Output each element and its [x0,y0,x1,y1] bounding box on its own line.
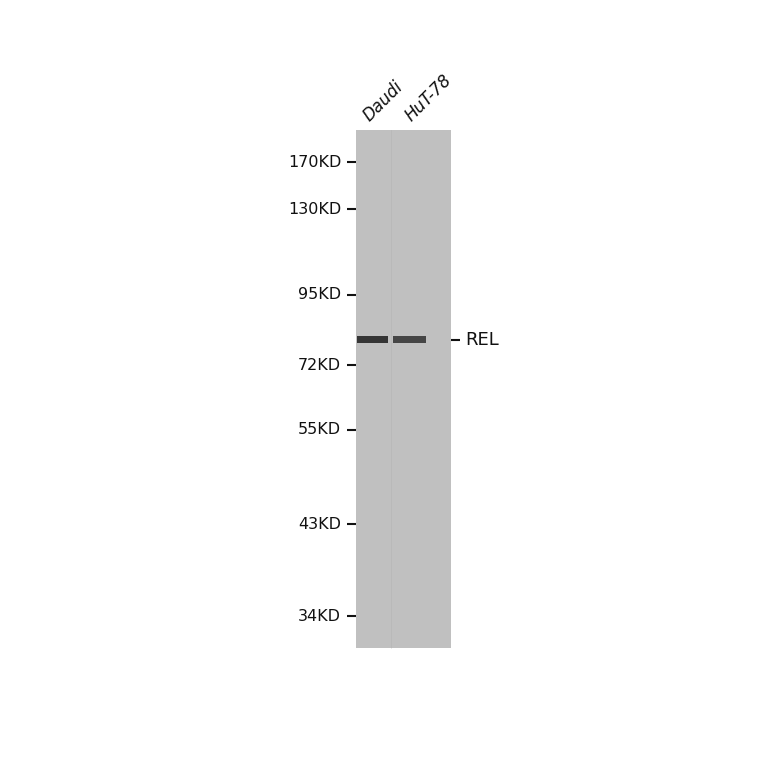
Text: Daudi: Daudi [360,78,407,125]
Text: 72KD: 72KD [298,358,342,373]
Text: 34KD: 34KD [298,609,342,624]
Text: 55KD: 55KD [298,422,342,438]
Text: HuT-78: HuT-78 [401,72,455,125]
Text: 130KD: 130KD [288,202,342,217]
FancyBboxPatch shape [357,336,388,344]
Text: 95KD: 95KD [298,287,342,302]
Bar [356,130,451,648]
Text: 43KD: 43KD [298,516,342,532]
Text: 170KD: 170KD [288,155,342,170]
FancyBboxPatch shape [393,336,426,344]
Text: REL: REL [465,331,500,349]
